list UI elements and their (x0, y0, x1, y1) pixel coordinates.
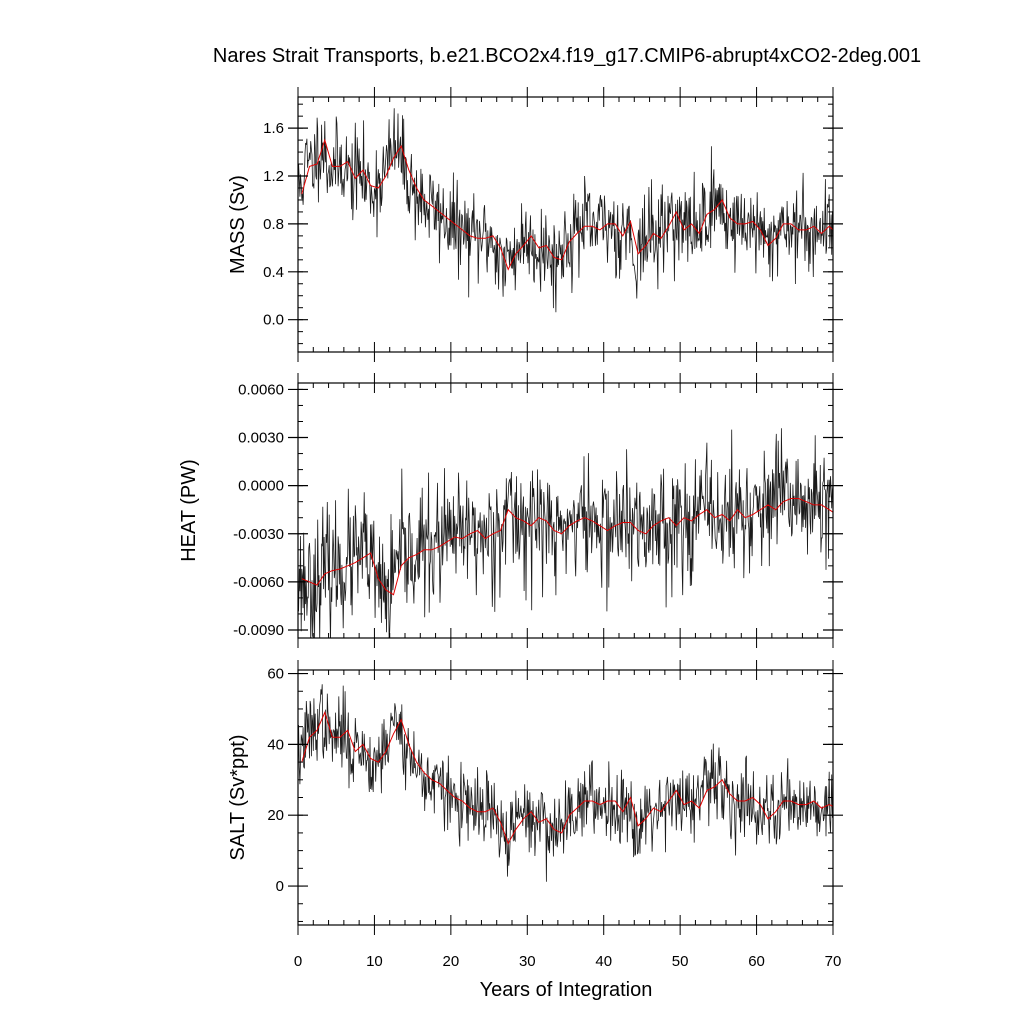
x-tick-label: 70 (825, 953, 842, 970)
salt-y-tick-label: 20 (267, 807, 284, 824)
heat-y-tick-label: 0.0000 (238, 478, 284, 495)
heat-panel: -0.0090 -0.0060 -0.0030 0.0000 0.0030 0.0060 H… (178, 373, 843, 648)
x-tick-label: 20 (443, 953, 460, 970)
heat-annual-mean-line (301, 498, 833, 596)
salt-y-tick-label: 60 (267, 666, 284, 683)
mass-y-tick-label: 1.6 (263, 120, 284, 137)
x-tick-label: 30 (519, 953, 536, 970)
mass-y-tick-label: 0.0 (263, 312, 284, 329)
mass-y-tick-label: 0.8 (263, 216, 284, 233)
mass-panel: 0.0 0.4 0.8 1.2 1.6 MASS (Sv) (227, 87, 843, 362)
mass-y-axis-label: MASS (Sv) (227, 175, 249, 274)
salt-y-axis-label: SALT (Sv*ppt) (227, 735, 249, 861)
salt-panel: 0 20 40 60 SALT (Sv*ppt) (227, 660, 843, 935)
x-axis: 0 10 20 30 40 50 60 70 (294, 953, 842, 970)
heat-y-tick-label: -0.0060 (233, 574, 284, 591)
mass-monthly-series-line (298, 108, 833, 313)
salt-y-tick-label: 40 (267, 736, 284, 753)
salt-annual-mean-line (301, 711, 833, 845)
x-tick-label: 0 (294, 953, 302, 970)
heat-monthly-series-line (298, 428, 833, 638)
chart-title: Nares Strait Transports, b.e21.BCO2x4.f1… (212, 45, 922, 67)
mass-y-tick-label: 1.2 (263, 168, 284, 185)
mass-annual-mean-line (301, 138, 833, 271)
salt-y-tick-label: 0 (276, 878, 284, 895)
x-tick-label: 60 (748, 953, 765, 970)
mass-y-tick-label: 0.4 (263, 264, 284, 281)
heat-y-tick-label: -0.0030 (233, 526, 284, 543)
x-tick-label: 10 (366, 953, 383, 970)
salt-monthly-series-line (298, 684, 833, 882)
heat-y-tick-label: -0.0090 (233, 622, 284, 639)
x-tick-label: 40 (595, 953, 612, 970)
heat-plot-frame (297, 382, 834, 639)
heat-y-tick-label: 0.0060 (238, 381, 284, 398)
heat-y-axis-label: HEAT (PW) (178, 459, 200, 562)
heat-y-tick-label: 0.0030 (238, 430, 284, 447)
x-tick-label: 50 (672, 953, 689, 970)
x-axis-label: Years of Integration (480, 979, 653, 1001)
